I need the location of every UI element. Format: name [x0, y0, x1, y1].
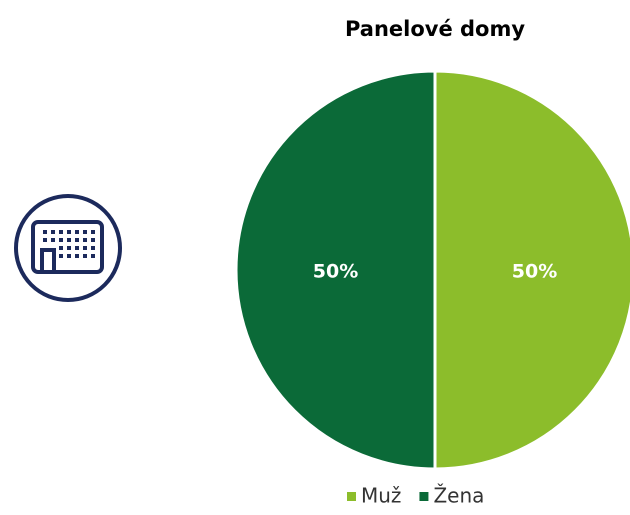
chart-title: Panelové domy — [345, 17, 525, 41]
building-icon — [14, 194, 122, 302]
legend-marker — [419, 492, 429, 501]
pie-slice — [433, 69, 630, 471]
legend-marker — [347, 492, 356, 501]
legend-label: Muž — [361, 484, 401, 508]
legend-label: Žena — [433, 484, 484, 508]
data-label: 50% — [313, 261, 358, 283]
data-label: 50% — [512, 261, 557, 283]
pie-slice — [234, 69, 437, 471]
